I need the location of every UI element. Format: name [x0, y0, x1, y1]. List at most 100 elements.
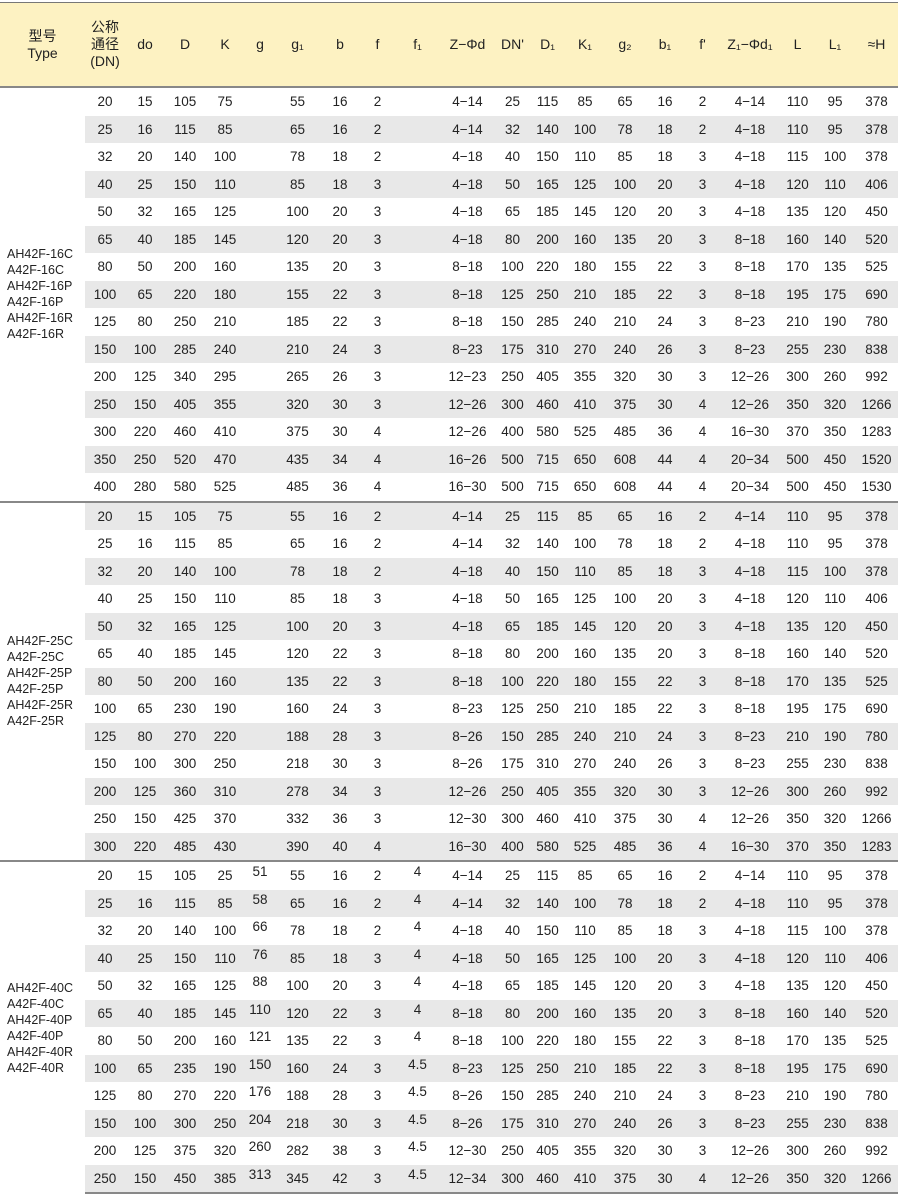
table-cell: 36 [645, 832, 685, 861]
table-cell [395, 722, 440, 750]
table-cell: 20 [332, 978, 348, 994]
table-cell: 150 [85, 1109, 125, 1137]
table-cell: 8−23 [452, 701, 483, 717]
model-type: AH42F-40C [7, 980, 73, 995]
table-cell: 8−23 [720, 722, 780, 750]
table-row: 65 40 185 145 120 22 3 8−18 80 200 160 135 20 3 8−18 16… [0, 640, 898, 668]
table-cell: 520 [865, 646, 888, 662]
table-cell: 22 [657, 1033, 673, 1049]
table-cell: 40 [137, 646, 153, 662]
table-cell: 4 [698, 479, 707, 495]
table-cell: 3 [360, 280, 395, 308]
table-cell: 4 [685, 390, 720, 418]
table-cell: 140 [530, 115, 565, 143]
table-cell: 40 [504, 149, 521, 165]
table-cell: 4−14 [720, 500, 780, 530]
table-cell: 4−18 [720, 612, 780, 640]
table-cell: 3 [373, 1033, 382, 1049]
table-cell: 32 [125, 612, 165, 640]
column-header: g₁ [275, 2, 320, 88]
table-cell: 200 [173, 259, 197, 275]
table-cell: 20 [645, 999, 685, 1027]
table-cell: 18 [645, 115, 685, 143]
table-cell: 4−18 [452, 923, 483, 939]
table-cell: 100 [205, 557, 245, 585]
table-cell: 190 [815, 722, 855, 750]
table-cell: 125 [565, 170, 605, 198]
table-cell: 185 [605, 1054, 645, 1082]
table-row: 150 100 285 240 210 24 3 8−23 175 310 270 240 26 3 8−2… [0, 335, 898, 363]
table-cell: 85 [205, 889, 245, 917]
table-cell: 218 [275, 1109, 320, 1137]
table-cell: 16−26 [440, 445, 495, 473]
table-cell: 22 [657, 259, 673, 275]
table-cell: 12−26 [731, 811, 769, 827]
table-cell: 110 [574, 923, 596, 939]
table-cell: 240 [605, 335, 645, 363]
table-cell: 16 [125, 115, 165, 143]
table-cell: 320 [815, 1164, 855, 1194]
table-cell [395, 667, 440, 695]
table-cell: 50 [85, 612, 125, 640]
table-cell: 30 [657, 369, 673, 385]
table-cell: 3 [360, 777, 395, 805]
table-cell: 25 [85, 115, 125, 143]
table-row: 32 20 140 100 66 78 18 2 4 4−18 40 150 110 85 18 3 4−18 1… [0, 917, 898, 945]
table-cell: 4 [685, 1164, 720, 1194]
table-cell [395, 115, 440, 143]
table-cell: 2 [360, 860, 395, 890]
table-cell: 20 [657, 978, 673, 994]
table-cell: 8−26 [440, 722, 495, 750]
table-cell: 2 [360, 500, 395, 530]
table-row: 200 125 375 320 260 282 38 3 4.5 12−30 250 405 355 32… [0, 1137, 898, 1165]
table-cell: 32 [504, 536, 521, 552]
table-cell [395, 280, 440, 308]
column-header: D₁ [530, 2, 565, 88]
table-cell: 310 [530, 1109, 565, 1137]
table-row: 300 220 485 430 390 40 4 16−30 400 580 525 485 36 4 16… [0, 832, 898, 861]
table-cell: 4−18 [440, 557, 495, 585]
table-cell: 65 [275, 889, 320, 917]
table-cell: 3 [698, 646, 707, 662]
table-cell: 3 [360, 170, 395, 198]
table-cell: 100 [815, 557, 855, 585]
table-cell: 220 [133, 424, 157, 440]
table-cell: 313 [245, 1164, 275, 1194]
table-cell: 160 [565, 225, 605, 253]
table-cell: 200 [85, 777, 125, 805]
table-cell: 355 [565, 777, 605, 805]
table-cell: 4−14 [440, 860, 495, 890]
table-cell [395, 253, 440, 281]
table-cell: 65 [605, 500, 645, 530]
model-type: AH42F-25C [7, 634, 73, 649]
table-cell: 110 [245, 999, 275, 1027]
table-cell: 20 [137, 149, 153, 165]
table-cell: 105 [173, 94, 197, 110]
table-cell: 34 [320, 777, 360, 805]
table-cell: 3 [685, 999, 720, 1027]
table-cell: 4 [360, 832, 395, 861]
table-cell: 25 [85, 889, 125, 917]
table-cell: 185 [286, 314, 309, 330]
column-header: 型号 Type [0, 2, 85, 88]
table-cell: 78 [289, 149, 306, 165]
table-cell: 350 [815, 832, 855, 861]
table-cell: 355 [573, 369, 597, 385]
table-cell: 3 [698, 259, 707, 275]
table-cell: 4−18 [720, 557, 780, 585]
table-cell: 520 [165, 445, 205, 473]
table-cell: 25 [495, 500, 530, 530]
table-cell: 608 [613, 479, 637, 495]
table-cell: 220 [165, 280, 205, 308]
table-cell: 195 [780, 280, 815, 308]
table-cell: 250 [501, 1143, 524, 1159]
table-row: 200 125 340 295 265 26 3 12−23 250 405 355 320 30 3 12… [0, 363, 898, 391]
table-cell: 360 [165, 777, 205, 805]
table-cell: 95 [815, 500, 855, 530]
table-cell: 3 [373, 259, 382, 275]
table-cell: 1530 [861, 479, 892, 495]
table-cell: 310 [536, 756, 559, 772]
table-cell: 20 [657, 204, 673, 220]
table-cell: 285 [536, 1088, 559, 1104]
table-cell: 50 [97, 204, 113, 220]
